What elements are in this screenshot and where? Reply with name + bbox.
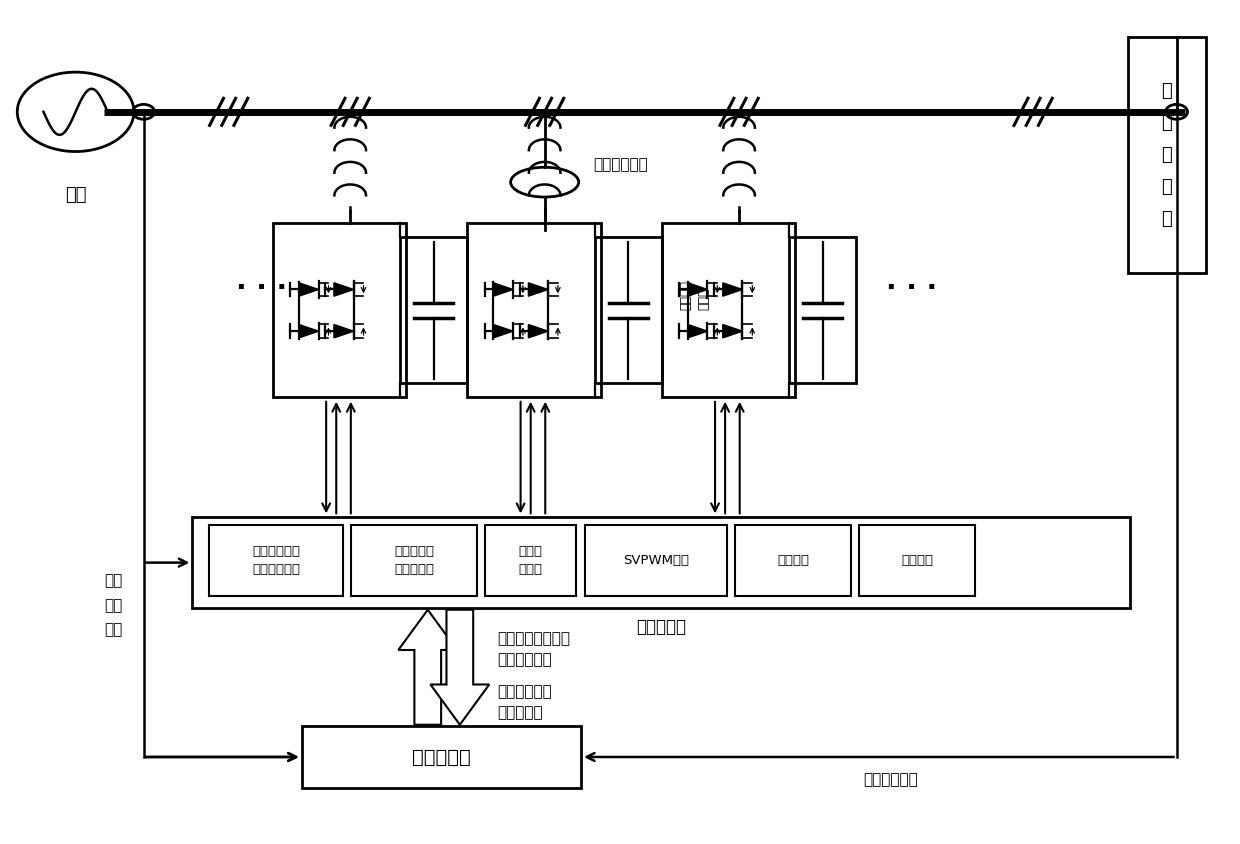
Polygon shape — [528, 283, 548, 296]
Bar — [595, 237, 662, 383]
Polygon shape — [723, 283, 743, 296]
Bar — [789, 237, 856, 383]
Bar — [585, 525, 727, 596]
Bar — [401, 237, 467, 383]
Text: 负载电流采集: 负载电流采集 — [863, 772, 919, 787]
Bar — [192, 517, 1131, 608]
Text: 电网: 电网 — [64, 187, 87, 204]
Polygon shape — [334, 324, 353, 338]
Text: 网侧
电压
采集: 网侧 电压 采集 — [104, 573, 123, 637]
Bar — [210, 525, 343, 596]
Bar — [662, 224, 795, 398]
Polygon shape — [299, 324, 319, 338]
Text: . . .: . . . — [887, 268, 937, 295]
Bar — [351, 525, 476, 596]
Bar — [273, 224, 407, 398]
Text: SVPWM调制: SVPWM调制 — [622, 554, 689, 567]
Bar — [859, 525, 975, 596]
Polygon shape — [688, 283, 708, 296]
Bar — [1128, 37, 1205, 273]
Polygon shape — [494, 324, 513, 338]
Text: 非
线
性
负
载: 非 线 性 负 载 — [1162, 82, 1172, 228]
Text: 补偿指令电流
运算和分配: 补偿指令电流 运算和分配 — [497, 684, 552, 720]
Text: 桥臂电流采集: 桥臂电流采集 — [593, 157, 649, 172]
Polygon shape — [299, 283, 319, 296]
FancyArrow shape — [430, 609, 490, 725]
Bar — [485, 525, 577, 596]
Text: 谐波电流指令下发
状态反馈上传: 谐波电流指令下发 状态反馈上传 — [497, 631, 570, 667]
Polygon shape — [688, 324, 708, 338]
Polygon shape — [494, 283, 513, 296]
Text: 故障保护: 故障保护 — [777, 554, 810, 567]
Text: 过压过
流保护: 过压过 流保护 — [518, 545, 543, 576]
Circle shape — [133, 105, 155, 119]
Polygon shape — [528, 324, 548, 338]
FancyArrow shape — [398, 609, 458, 725]
Polygon shape — [334, 283, 353, 296]
Text: 下层控制器: 下层控制器 — [636, 618, 686, 636]
Circle shape — [1166, 105, 1188, 119]
Bar — [735, 525, 851, 596]
Text: 状态回馈: 状态回馈 — [901, 554, 934, 567]
Text: 补偿电流闭
环控制模块: 补偿电流闭 环控制模块 — [394, 545, 434, 576]
Text: 直流母线电压
闭环控制模块: 直流母线电压 闭环控制模块 — [252, 545, 300, 576]
Text: 上层控制器: 上层控制器 — [412, 748, 471, 766]
Text: . . .: . . . — [236, 268, 288, 295]
Polygon shape — [723, 324, 743, 338]
Text: 直流侧电
压采集: 直流侧电 压采集 — [680, 280, 711, 311]
Bar — [467, 224, 601, 398]
Bar — [301, 727, 582, 787]
